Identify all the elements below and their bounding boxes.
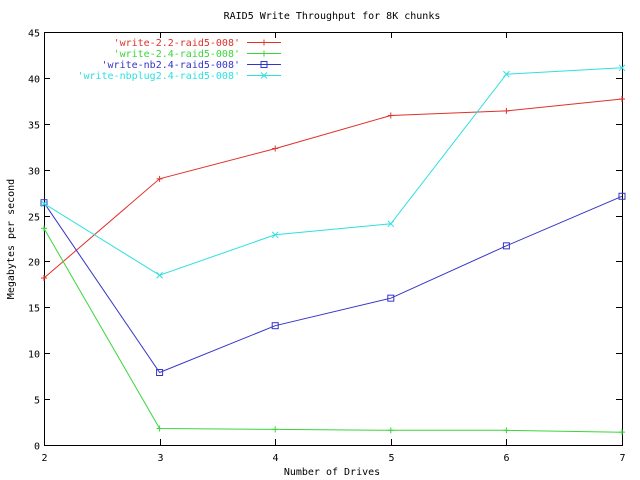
data-point <box>156 368 164 376</box>
series-4 <box>40 64 626 279</box>
data-point <box>261 39 267 46</box>
data-point <box>41 274 47 281</box>
data-point <box>503 70 510 78</box>
data-point <box>271 231 279 239</box>
data-point <box>387 220 395 228</box>
data-point <box>260 61 268 68</box>
data-point <box>40 200 48 207</box>
y-tick-label: 40 <box>28 75 40 86</box>
series-layer <box>40 64 626 436</box>
x-tick-label: 7 <box>619 453 625 464</box>
y-tick-label: 0 <box>34 442 40 453</box>
data-point <box>387 294 395 302</box>
data-point <box>41 225 47 232</box>
data-point <box>387 112 394 119</box>
x-tick-label: 5 <box>388 453 394 464</box>
data-point <box>156 271 163 279</box>
y-tick-label: 25 <box>28 213 40 224</box>
y-tick-label: 20 <box>28 258 40 269</box>
series-line <box>43 195 623 374</box>
data-point <box>618 192 626 200</box>
chart-title: RAID5 Write Throughput for 8K chunks <box>224 11 441 22</box>
legend-label: 'write-nb2.4-raid5-008' <box>102 60 240 71</box>
data-point <box>503 427 510 434</box>
y-tick-label: 5 <box>34 396 40 407</box>
y-axis: 0 5 10 15 20 25 30 35 40 45 <box>28 29 622 453</box>
y-tick-label: 45 <box>28 29 40 40</box>
x-tick-label: 2 <box>41 453 47 464</box>
x-tick-label: 4 <box>272 453 278 464</box>
series-line <box>43 228 623 433</box>
y-tick-label: 15 <box>28 304 40 315</box>
data-point <box>260 72 268 79</box>
data-point <box>261 50 267 57</box>
x-tick-label: 6 <box>503 453 509 464</box>
data-point <box>272 145 279 152</box>
data-point <box>618 64 626 72</box>
series-3 <box>40 192 626 376</box>
data-point <box>272 426 279 433</box>
legend-label: 'write-nbplug2.4-raid5-008' <box>77 71 240 82</box>
legend-label: 'write-2.4-raid5-008' <box>114 49 240 60</box>
data-point <box>156 175 163 182</box>
legend: 'write-2.2-raid5-008''write-2.4-raid5-00… <box>77 38 281 82</box>
x-axis: 2 3 4 5 6 7 <box>41 32 626 464</box>
data-point <box>503 107 510 114</box>
x-axis-label: Number of Drives <box>284 467 380 478</box>
y-tick-label: 30 <box>28 167 40 178</box>
y-tick-label: 10 <box>28 350 40 361</box>
x-tick-label: 3 <box>157 453 163 464</box>
series-line <box>43 67 623 276</box>
data-point <box>387 427 394 434</box>
data-point <box>271 322 279 330</box>
series-2 <box>41 225 625 436</box>
legend-label: 'write-2.2-raid5-008' <box>114 38 240 49</box>
data-point <box>156 425 163 432</box>
series-1 <box>41 95 625 281</box>
y-tick-label: 35 <box>28 121 40 132</box>
data-point <box>619 95 625 102</box>
data-point <box>40 199 48 207</box>
series-line <box>43 98 623 279</box>
y-axis-label: Megabytes per second <box>6 179 17 299</box>
data-point <box>619 429 625 436</box>
plot-frame <box>44 32 623 446</box>
data-point <box>502 242 510 250</box>
